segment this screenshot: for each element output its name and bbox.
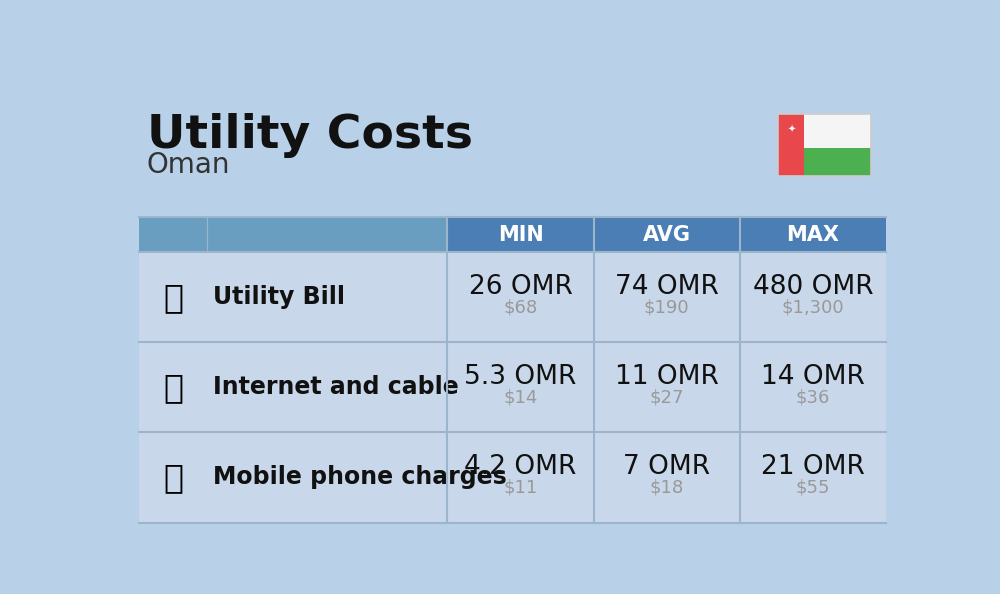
Text: 📱: 📱 [163, 461, 183, 494]
Text: 🔧: 🔧 [163, 281, 183, 314]
Text: Mobile phone charges: Mobile phone charges [213, 466, 507, 489]
Text: AVG: AVG [643, 225, 691, 245]
Text: 14 OMR: 14 OMR [761, 364, 865, 390]
Text: $27: $27 [649, 388, 684, 406]
Text: $18: $18 [650, 478, 684, 497]
Bar [139, 217, 207, 252]
Text: $11: $11 [503, 478, 538, 497]
Bar [740, 217, 886, 252]
Text: $68: $68 [503, 298, 538, 316]
Text: MAX: MAX [786, 225, 839, 245]
Text: Utility Costs: Utility Costs [147, 113, 473, 158]
Bar [804, 115, 871, 148]
Bar [447, 217, 594, 252]
Text: Internet and cable: Internet and cable [213, 375, 459, 399]
Text: 21 OMR: 21 OMR [761, 454, 865, 481]
Text: $36: $36 [796, 388, 830, 406]
Bar [778, 115, 871, 176]
Text: $14: $14 [503, 388, 538, 406]
Bar [139, 252, 886, 342]
Bar [804, 148, 871, 176]
Text: $190: $190 [644, 298, 690, 316]
Text: 11 OMR: 11 OMR [615, 364, 719, 390]
Text: 4.2 OMR: 4.2 OMR [464, 454, 577, 481]
Text: $1,300: $1,300 [782, 298, 844, 316]
Text: 26 OMR: 26 OMR [469, 274, 572, 300]
Text: Oman: Oman [147, 151, 230, 179]
Bar [139, 342, 886, 432]
Text: MIN: MIN [498, 225, 543, 245]
Text: Utility Bill: Utility Bill [213, 285, 345, 309]
Text: 7 OMR: 7 OMR [623, 454, 710, 481]
Text: 74 OMR: 74 OMR [615, 274, 719, 300]
Text: ✦: ✦ [787, 125, 795, 135]
Bar [594, 217, 740, 252]
Text: 5.3 OMR: 5.3 OMR [464, 364, 577, 390]
Text: 📡: 📡 [163, 371, 183, 404]
Bar [139, 432, 886, 523]
Bar [207, 217, 447, 252]
Text: $55: $55 [796, 478, 830, 497]
Text: 480 OMR: 480 OMR [753, 274, 873, 300]
Bar [778, 115, 871, 176]
